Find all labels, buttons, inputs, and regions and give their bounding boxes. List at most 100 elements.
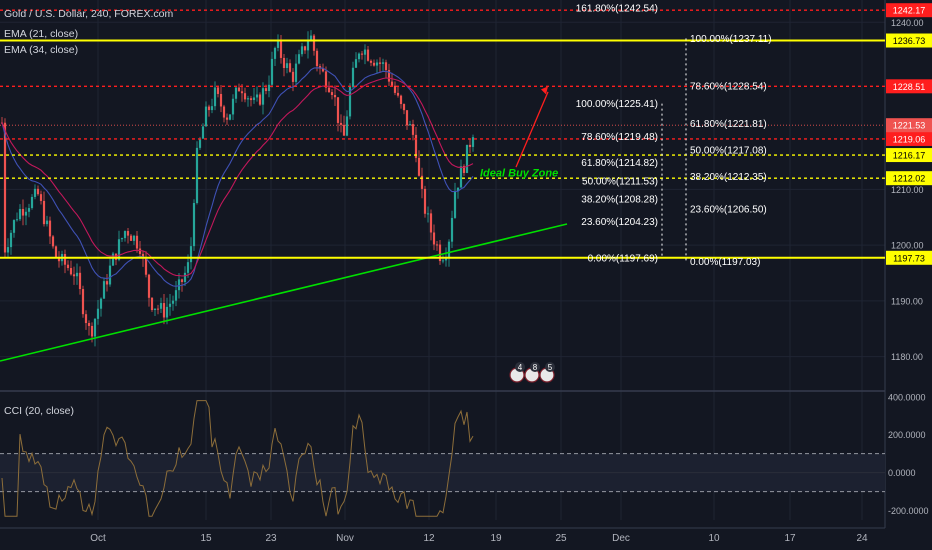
candle-body — [81, 289, 85, 315]
candle-body — [180, 279, 184, 283]
candle-body — [186, 262, 190, 273]
level-price-tag — [886, 131, 932, 146]
candle-body — [198, 138, 202, 148]
candle-body — [420, 175, 424, 189]
candle-body — [36, 188, 40, 195]
price-tick-label: 1240.00 — [891, 18, 924, 28]
candle-body — [357, 53, 361, 60]
candle-body — [261, 88, 265, 105]
fib-label-right: 38.20%(1212.35) — [690, 172, 767, 183]
candle-body — [213, 87, 217, 107]
time-tick-label: 25 — [555, 533, 567, 544]
candle-body — [471, 137, 475, 147]
level-price-tag — [886, 250, 932, 265]
price-tick-label: 1190.00 — [891, 296, 923, 306]
current-price-label: 1221.53 — [893, 121, 926, 131]
candle-body — [321, 68, 325, 72]
candle-body — [153, 308, 157, 311]
candle-body — [192, 202, 196, 247]
level-price-tag — [886, 33, 932, 48]
candle-body — [393, 85, 397, 93]
candle-body — [33, 188, 37, 197]
cci-tick-label: -200.0000 — [888, 506, 929, 516]
candle-body — [402, 104, 406, 111]
candle-body — [273, 47, 277, 59]
candle-body — [255, 94, 259, 98]
candle-body — [228, 114, 232, 120]
candles — [0, 30, 475, 347]
chart-title: Gold / U.S. Dollar, 240, FOREX.com — [4, 8, 174, 20]
candle-body — [168, 303, 172, 307]
cci-legend[interactable]: CCI (20, close) — [4, 405, 75, 417]
fib-label-left: 50.00%(1211.53) — [582, 176, 658, 187]
candle-body — [414, 134, 418, 158]
horizontal-levels — [0, 9, 885, 362]
candle-body — [462, 166, 466, 173]
ema-lines — [1, 67, 474, 287]
level-price-tag — [886, 171, 932, 186]
candle-body — [264, 88, 268, 91]
candle-body — [117, 239, 121, 260]
time-axis: Oct 15 23 Nov 12 19 25 Dec 10 17 24 — [90, 533, 868, 544]
fib-label-right: 50.00%(1217.08) — [690, 145, 767, 156]
ema34-legend[interactable]: EMA (34, close) — [4, 44, 79, 56]
candle-body — [111, 253, 115, 266]
candle-body — [429, 213, 433, 233]
level-price-label: 1236.73 — [893, 36, 926, 46]
candle-body — [456, 187, 460, 192]
candle-body — [72, 274, 76, 277]
candle-body — [84, 314, 88, 324]
candle-body — [207, 106, 211, 111]
candle-body — [48, 220, 52, 237]
candle-body — [390, 81, 394, 86]
candle-body — [369, 60, 373, 63]
ema21-line — [1, 67, 474, 287]
candle-body — [132, 235, 136, 241]
candle-body — [171, 300, 175, 304]
candle-body — [129, 235, 133, 241]
candle-body — [450, 217, 454, 242]
fib-label-left: 161.80%(1242.54) — [576, 4, 658, 15]
candle-body — [219, 93, 223, 107]
candle-body — [366, 49, 370, 61]
level-price-label: 1242.17 — [893, 6, 926, 16]
ema21-legend[interactable]: EMA (21, close) — [4, 28, 79, 40]
candle-body — [258, 94, 262, 105]
candle-body — [6, 247, 10, 253]
price-tick-label: 1210.00 — [891, 185, 924, 195]
candle-body — [396, 92, 400, 96]
candle-body — [405, 110, 409, 126]
candle-body — [363, 49, 367, 55]
candle-body — [54, 246, 58, 259]
candle-body — [252, 97, 256, 101]
candle-body — [336, 97, 340, 123]
candle-body — [300, 46, 304, 55]
fib-label-left: 100.00%(1225.41) — [576, 99, 658, 110]
candle-body — [441, 260, 445, 262]
candle-body — [138, 248, 142, 254]
candle-body — [282, 57, 286, 68]
event-badge-count: 5 — [548, 363, 553, 372]
time-tick-label: 23 — [265, 533, 277, 544]
candle-body — [225, 117, 229, 120]
candle-body — [96, 308, 100, 319]
candle-body — [195, 147, 199, 203]
candle-body — [102, 281, 106, 299]
candle-body — [156, 308, 160, 310]
candle-body — [315, 50, 319, 67]
candle-body — [432, 232, 436, 245]
candle-body — [183, 272, 187, 283]
candle-body — [87, 323, 91, 326]
candle-body — [69, 268, 73, 275]
level-price-label: 1212.02 — [893, 174, 926, 184]
candle-body — [201, 126, 205, 139]
time-tick-label: Oct — [90, 533, 106, 544]
time-tick-label: 12 — [423, 533, 435, 544]
candle-body — [27, 208, 31, 212]
candle-body — [465, 144, 469, 173]
candle-body — [318, 66, 322, 69]
candle-body — [189, 246, 193, 263]
candle-body — [165, 306, 169, 318]
candle-body — [39, 194, 43, 201]
